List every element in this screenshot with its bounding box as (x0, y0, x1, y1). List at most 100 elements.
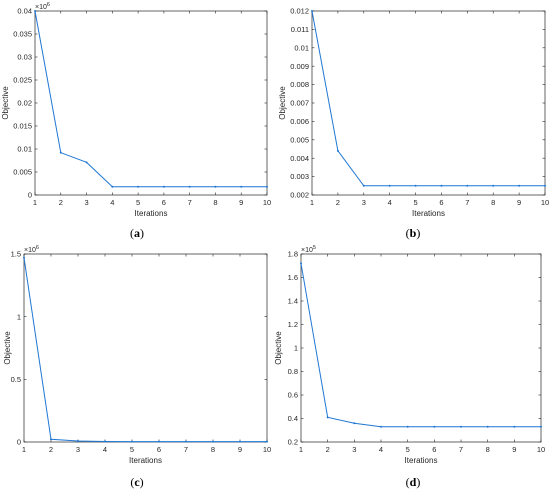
caption-letter: c (134, 475, 140, 489)
y-tick-label: 0.6 (288, 391, 298, 400)
y-tick-label: 1 (294, 344, 298, 353)
y-tick-label: 0.002 (290, 191, 309, 200)
chart-panel-a: 1 2 3 4 5 6 7 8 9 10 0 0.005 0.01 0.015 0.02 0.025 0.03 0… (1, 2, 271, 240)
x-tick-label: 10 (263, 445, 271, 454)
data-point (362, 184, 365, 187)
y-tick-label: 0.003 (290, 172, 309, 181)
data-point (460, 425, 462, 428)
y-tick-label: 1.4 (288, 297, 298, 306)
y-tick-label: 0.035 (13, 30, 32, 39)
x-tick-label: 4 (103, 445, 107, 454)
chart-panel-c: 1 2 3 4 5 6 7 8 9 10 0 0.5 1 1.5 Iterations Objective ×1… (3, 245, 271, 489)
y-tick-label: 0.5 (11, 375, 21, 384)
y-tick-label: 0.4 (288, 414, 298, 423)
x-axis-label: Iterations (405, 456, 438, 465)
y-tick-label: 0 (28, 191, 32, 200)
data-point (326, 416, 329, 419)
axis-multiplier: ×106 (24, 245, 39, 254)
caption-open: ( (406, 475, 410, 489)
x-tick-label: 3 (84, 198, 88, 207)
data-point (162, 185, 165, 188)
data-point (158, 440, 160, 443)
x-tick-label: 6 (162, 198, 166, 207)
x-axis-label: Iterations (129, 456, 162, 465)
x-tick-label: 5 (406, 445, 410, 454)
series-line (34, 10, 267, 188)
y-tick-label: 0.008 (290, 80, 309, 89)
x-tick-label: 6 (439, 198, 443, 207)
data-point (59, 151, 62, 154)
plot-frame (34, 10, 268, 196)
caption-letter: d (410, 475, 417, 489)
x-tick-label: 1 (22, 445, 26, 454)
y-tick-label: 0.011 (291, 25, 309, 34)
y-tick-label: 1.6 (288, 273, 298, 282)
data-point (266, 185, 268, 188)
x-tick-label: 8 (491, 198, 495, 207)
x-tick-label: 8 (211, 445, 215, 454)
data-point (406, 425, 409, 428)
axis-multiplier: ×105 (301, 245, 316, 254)
data-point (23, 256, 25, 259)
x-tick-label: 2 (336, 198, 340, 207)
x-tick-label: 3 (362, 198, 366, 207)
y-tick-label: 0.02 (17, 99, 32, 108)
data-point (239, 440, 241, 443)
data-point (50, 438, 52, 441)
series-line (23, 257, 267, 443)
data-point (34, 10, 36, 12)
caption-close: ) (416, 475, 420, 489)
y-axis-label: Objective (1, 86, 10, 120)
x-tick-label: 6 (157, 445, 161, 454)
y-tick-label: 1 (17, 312, 21, 321)
data-point (513, 425, 516, 428)
data-point (188, 185, 191, 188)
x-tick-label: 1 (310, 198, 314, 207)
x-tick-label: 8 (213, 198, 217, 207)
y-tick-label: 0.005 (13, 168, 32, 177)
y-tick-label: 0.009 (290, 62, 309, 71)
y-tick-label: 0.04 (17, 7, 32, 16)
data-point (214, 185, 217, 188)
x-tick-label: 2 (49, 445, 53, 454)
x-tick-label: 4 (388, 198, 392, 207)
data-point (380, 425, 382, 428)
x-tick-label: 1 (33, 198, 37, 207)
data-point (414, 184, 417, 187)
data-point (85, 161, 88, 164)
x-tick-label: 5 (136, 198, 140, 207)
x-tick-label: 4 (379, 445, 383, 454)
y-axis-label: Objective (3, 331, 12, 365)
data-point (540, 425, 542, 428)
x-tick-label: 10 (541, 198, 549, 207)
y-tick-label: 0.8 (288, 367, 298, 376)
data-point (492, 184, 495, 187)
x-tick-label: 2 (59, 198, 63, 207)
x-tick-label: 7 (465, 198, 469, 207)
x-tick-label: 10 (263, 198, 271, 207)
x-tick-label: 7 (459, 445, 463, 454)
x-tick-label: 9 (512, 445, 516, 454)
caption-letter: b (410, 226, 417, 240)
plot-frame (311, 10, 546, 196)
data-point (486, 425, 489, 428)
y-tick-label: 0.004 (290, 154, 309, 163)
chart-panel-b: 1 2 3 4 5 6 7 8 9 10 0.002 0.003 0.004 0.005 0.006 0.00… (278, 7, 549, 240)
x-tick-label: 4 (110, 198, 114, 207)
y-tick-label: 1.2 (288, 320, 298, 329)
data-point (544, 184, 546, 187)
y-tick-label: 0.007 (290, 99, 309, 108)
panel-caption: (b) (406, 226, 421, 240)
caption-close: ) (140, 226, 144, 240)
x-axis-label: Iterations (412, 209, 445, 218)
panel-caption: (a) (130, 226, 144, 240)
axis-multiplier-exponent: 6 (36, 245, 39, 251)
caption-close: ) (416, 226, 420, 240)
data-point (131, 440, 133, 443)
data-point (104, 440, 106, 443)
plot-frame (300, 253, 542, 443)
y-tick-label: 0.01 (294, 43, 309, 52)
data-point (518, 184, 521, 187)
x-tick-label: 7 (184, 445, 188, 454)
x-tick-label: 5 (413, 198, 417, 207)
